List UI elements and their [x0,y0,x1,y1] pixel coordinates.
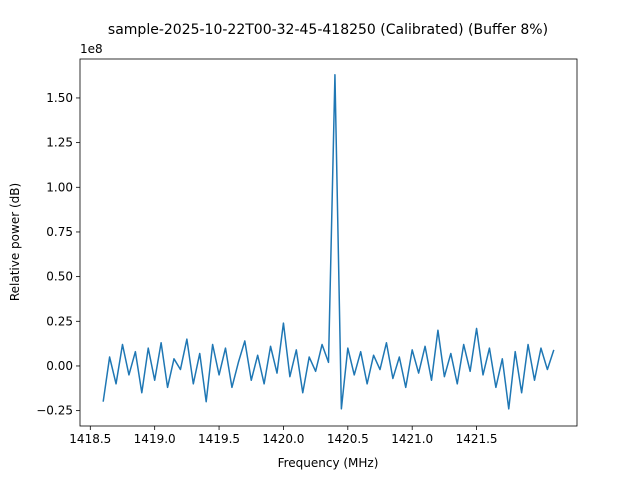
x-tick-label: 1421.0 [391,432,433,446]
y-tick-label: 0.25 [46,314,73,328]
y-tick-label: −0.25 [36,404,73,418]
y-offset-text: 1e8 [80,42,103,56]
plot-frame [79,58,578,427]
y-tick-label: 0.00 [46,359,73,373]
y-tick-label: 0.75 [46,225,73,239]
x-tick-label: 1420.5 [327,432,369,446]
y-tick-label: 1.50 [46,91,73,105]
y-tick-label: 1.25 [46,136,73,150]
x-tick-label: 1419.0 [134,432,176,446]
x-tick-label: 1421.5 [456,432,498,446]
x-tick-label: 1418.5 [69,432,111,446]
x-tick-label: 1419.5 [198,432,240,446]
y-tick-label: 0.50 [46,270,73,284]
y-tick-label: 1.00 [46,180,73,194]
chart-title: sample-2025-10-22T00-32-45-418250 (Calib… [108,22,548,38]
data-line [102,73,555,410]
x-tick-label: 1420.0 [262,432,304,446]
x-axis-label: Frequency (MHz) [278,456,379,470]
y-axis-label: Relative power (dB) [8,183,22,301]
